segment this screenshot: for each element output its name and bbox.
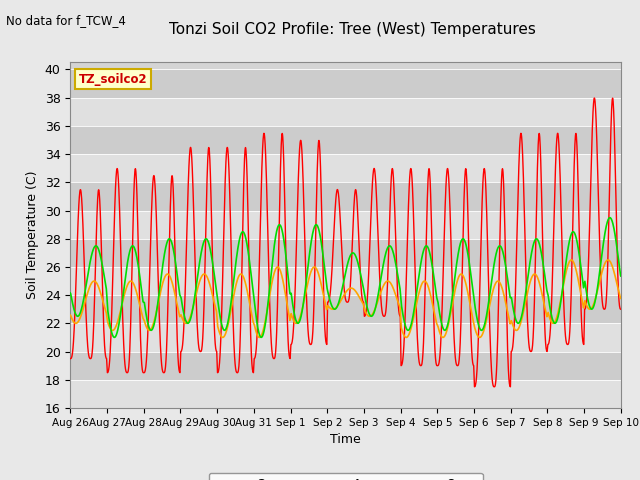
Text: Tonzi Soil CO2 Profile: Tree (West) Temperatures: Tonzi Soil CO2 Profile: Tree (West) Temp… [168,22,536,36]
Text: TZ_soilco2: TZ_soilco2 [79,73,147,86]
Bar [70,97,621,126]
Bar [70,267,621,295]
Bar [70,351,621,380]
Y-axis label: Soil Temperature (C): Soil Temperature (C) [26,171,39,300]
X-axis label: Time: Time [330,433,361,446]
Bar [70,154,621,182]
Bar [70,211,621,239]
Bar [70,182,621,211]
Bar [70,70,621,97]
Bar [70,239,621,267]
Bar [70,324,621,351]
Text: No data for f_TCW_4: No data for f_TCW_4 [6,14,126,27]
Bar [70,380,621,408]
Legend: -2cm, -4cm, -8cm: -2cm, -4cm, -8cm [209,473,483,480]
Bar [70,126,621,154]
Bar [70,295,621,324]
